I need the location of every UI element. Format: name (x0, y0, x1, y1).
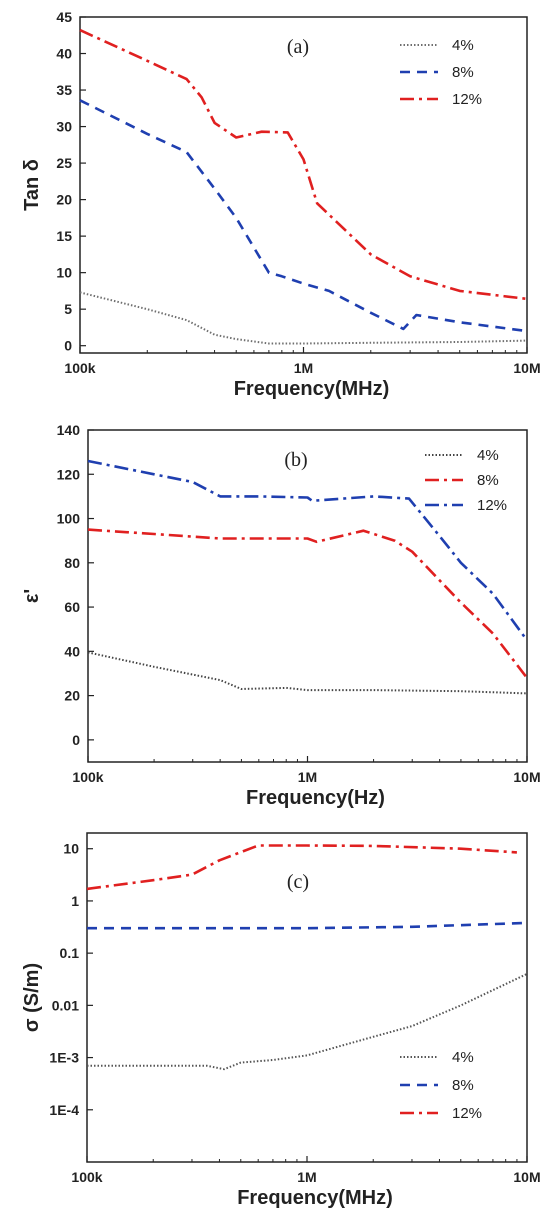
x-tick-label: 100k (64, 360, 95, 376)
y-tick-label: 0.01 (52, 997, 79, 1013)
y-tick-label: 40 (56, 46, 72, 62)
panel-label: (c) (287, 871, 309, 893)
y-tick-label: 25 (56, 155, 72, 171)
x-tick-label: 100k (71, 1169, 102, 1185)
y-tick-label: 10 (63, 841, 79, 857)
y-tick-label: 0 (64, 338, 72, 354)
y-tick-label: 40 (64, 643, 80, 659)
chart-panel-3: 100k 1M 10M 10 1 0.1 0.01 1E-3 1E-4 Frequency(MHz… (21, 832, 541, 1209)
series-line-3 (86, 844, 517, 891)
y-tick-label: 140 (57, 422, 81, 438)
series-line-1 (87, 972, 528, 1071)
x-axis-label: Frequency(MHz) (234, 378, 390, 400)
y-tick-label: 0.1 (60, 945, 80, 961)
legend-label: 4% (477, 447, 499, 464)
x-axis-label: Frequency(Hz) (246, 787, 385, 809)
y-tick-label: 100 (57, 511, 81, 527)
y-tick-label: 20 (64, 688, 80, 704)
y-tick-label: 80 (64, 555, 80, 571)
series-line-2 (87, 528, 529, 679)
legend-label: 8% (452, 64, 474, 81)
x-tick-label: 1M (298, 769, 317, 785)
y-tick-label: 5 (64, 301, 72, 317)
y-tick-label: 15 (56, 228, 72, 244)
panel-label: (a) (287, 36, 309, 58)
x-tick-label: 100k (72, 769, 103, 785)
series-line-3 (79, 28, 528, 301)
legend-label: 12% (452, 1105, 482, 1122)
legend-label: 4% (452, 37, 474, 54)
y-tick-label: 1E-3 (49, 1050, 79, 1066)
legend-label: 12% (477, 497, 507, 514)
y-tick-label: 35 (56, 82, 72, 98)
y-tick-label: 45 (56, 9, 72, 25)
y-tick-label: 60 (64, 599, 80, 615)
chart-panel-2: 100k 1M 10M 0 20 40 60 80 100 120 140 Frequency(Hz)… (21, 422, 541, 809)
x-tick-label: 1M (297, 1169, 316, 1185)
legend-label: 8% (477, 472, 499, 489)
y-tick-label: 30 (56, 119, 72, 135)
x-tick-label: 10M (513, 1169, 540, 1185)
y-tick-label: 1E-4 (49, 1102, 79, 1118)
x-tick-label: 1M (294, 360, 313, 376)
x-tick-label: 10M (513, 360, 540, 376)
series-line-2 (79, 99, 528, 333)
series-line-1 (79, 291, 528, 345)
legend-label: 12% (452, 91, 482, 108)
y-tick-label: 20 (56, 192, 72, 208)
x-axis-label: Frequency(MHz) (237, 1187, 393, 1209)
series-line-1 (87, 651, 528, 695)
y-tick-label: 120 (57, 466, 81, 482)
series-line-2 (87, 921, 528, 930)
chart-panel-1: 100k 1M 10M 0 5 10 15 20 25 30 35 40 45 Frequency(MHz… (21, 9, 541, 400)
y-tick-label: 1 (71, 893, 79, 909)
y-axis-label: Tan δ (21, 159, 43, 211)
y-tick-label: 10 (56, 265, 72, 281)
panel-label: (b) (284, 449, 307, 471)
y-axis-label: σ (S/m) (21, 963, 43, 1032)
x-tick-label: 10M (513, 769, 540, 785)
legend-label: 8% (452, 1077, 474, 1094)
y-tick-label: 0 (72, 732, 80, 748)
legend-label: 4% (452, 1049, 474, 1066)
series-line-3 (87, 459, 529, 642)
y-axis-label: ε' (21, 589, 43, 603)
